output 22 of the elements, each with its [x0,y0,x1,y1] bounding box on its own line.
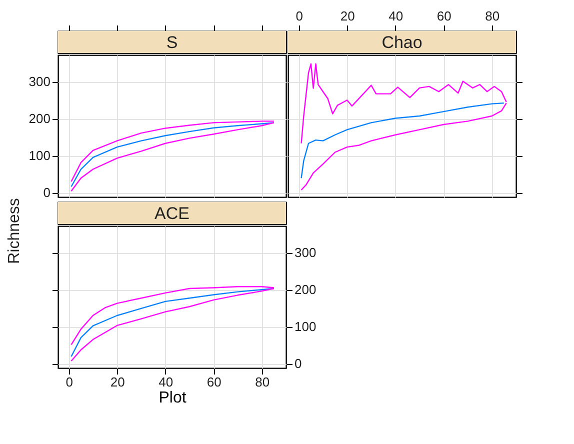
x-tick-label: 0 [66,374,73,390]
y-tick-label: 0 [294,356,302,372]
chart-title: Chao [382,33,422,52]
x-tick-label: 20 [340,8,355,24]
y-tick-label: 300 [28,74,50,90]
x-tick-label: 80 [485,8,500,24]
x-tick-label: 40 [388,8,404,24]
x-axis-title: Plot [158,390,187,406]
x-tick-label: 60 [436,8,452,24]
y-tick-label: 0 [43,185,50,200]
y-tick-label: 100 [294,319,316,334]
chart-title: ACE [154,204,190,223]
x-tick-label: 80 [255,374,270,390]
y-tick-label: 100 [28,148,50,164]
y-tick-label: 300 [294,245,316,260]
x-tick-label: 60 [206,374,222,390]
x-tick-label: 40 [158,374,174,390]
y-axis-title: Richness [6,198,23,264]
y-tick-label: 200 [28,111,50,126]
y-tick-label: 200 [294,282,316,298]
x-tick-label: 20 [110,374,125,390]
chart-title: S [166,33,178,52]
